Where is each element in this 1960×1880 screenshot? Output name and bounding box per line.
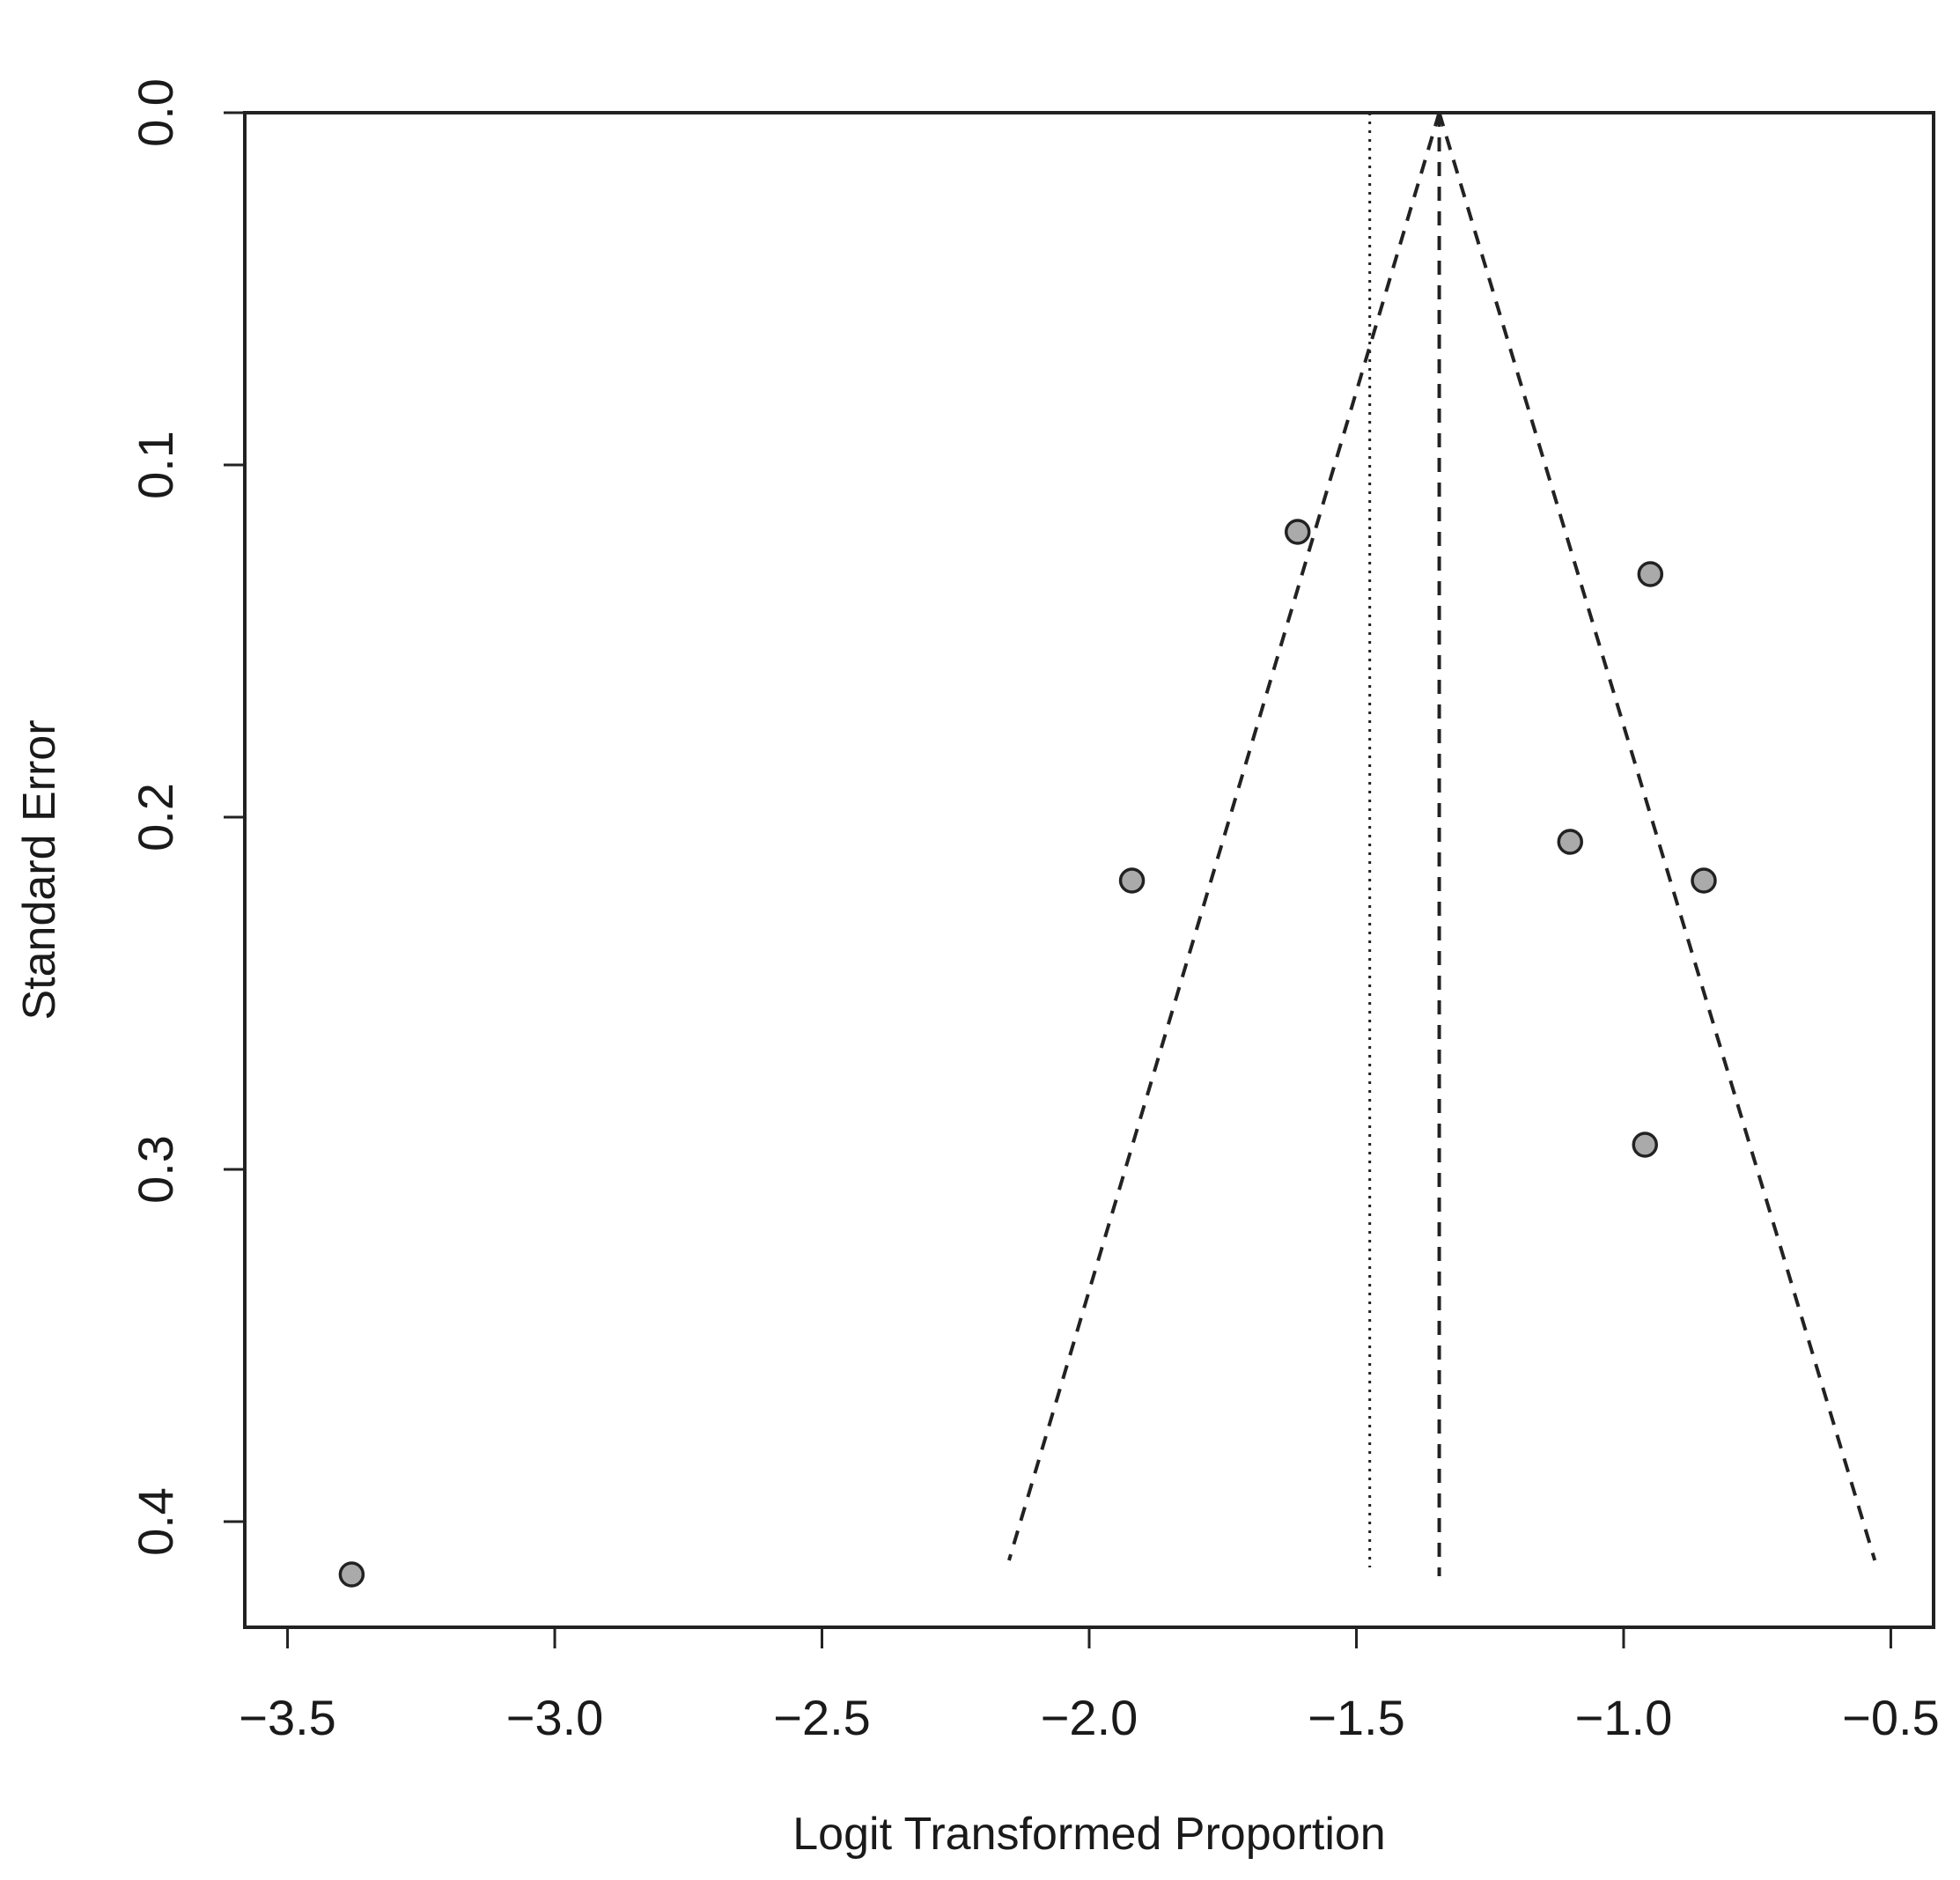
x-tick-label: −3.0 bbox=[506, 1690, 604, 1745]
x-tick-label: −1.0 bbox=[1575, 1690, 1673, 1745]
x-tick-label: −3.5 bbox=[239, 1690, 336, 1745]
data-point bbox=[338, 1561, 365, 1588]
data-point bbox=[1637, 561, 1664, 587]
funnel-right-boundary bbox=[1437, 112, 1877, 1561]
x-tick-label: −1.5 bbox=[1308, 1690, 1405, 1745]
data-point bbox=[1632, 1132, 1658, 1158]
x-tick-label: −2.5 bbox=[773, 1690, 871, 1745]
data-point bbox=[1691, 867, 1717, 894]
lines-layer bbox=[1007, 112, 1877, 1576]
data-point bbox=[1557, 829, 1584, 855]
y-tick-label: 0.3 bbox=[128, 1135, 183, 1204]
data-point bbox=[1284, 519, 1311, 545]
funnel-left-boundary bbox=[1007, 112, 1441, 1561]
y-tick-label: 0.0 bbox=[128, 78, 183, 147]
x-tick-label: −0.5 bbox=[1842, 1690, 1940, 1745]
plot-frame bbox=[243, 111, 1935, 1629]
points-layer bbox=[338, 519, 1717, 1588]
x-tick-label: −2.0 bbox=[1041, 1690, 1138, 1745]
axes-layer: −3.5 −3.0 −2.5 −2.0 −1.5 −1.0 −0.5 0.0 0.1 0.2 0.3… bbox=[128, 78, 1940, 1745]
x-axis-title: Logit Transformed Proportion bbox=[792, 1809, 1385, 1860]
y-tick-label: 0.1 bbox=[128, 431, 183, 499]
data-point bbox=[1118, 867, 1146, 894]
y-tick-label: 0.4 bbox=[128, 1487, 183, 1556]
y-tick-label: 0.2 bbox=[128, 783, 183, 852]
y-axis-title: Standard Error bbox=[14, 719, 65, 1020]
